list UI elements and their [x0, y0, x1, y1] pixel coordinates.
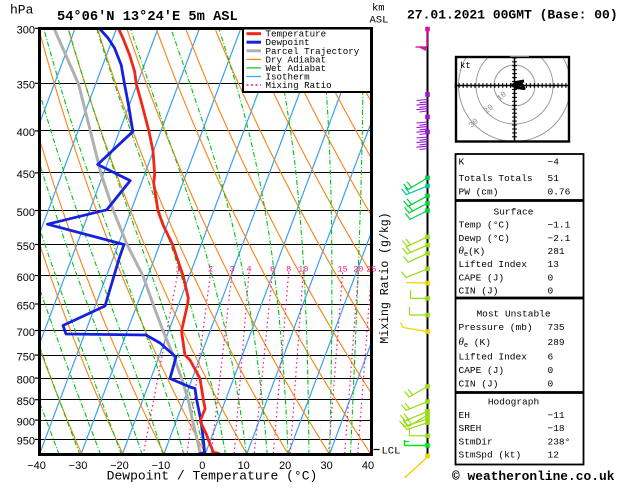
svg-text:−30: −30 [69, 460, 88, 472]
svg-text:0: 0 [548, 286, 554, 297]
svg-text:0.76: 0.76 [548, 187, 571, 198]
svg-text:−1.1: −1.1 [548, 220, 571, 231]
svg-text:CIN (J): CIN (J) [459, 286, 499, 297]
svg-text:Mixing Ratio: Mixing Ratio [266, 80, 332, 91]
svg-text:550: 550 [17, 241, 35, 253]
svg-text:400: 400 [17, 127, 35, 139]
svg-text:−20: −20 [110, 460, 129, 472]
svg-text:300: 300 [17, 25, 35, 37]
svg-text:kt: kt [460, 61, 471, 71]
svg-text:StmSpd (kt): StmSpd (kt) [459, 450, 522, 461]
svg-text:27.01.2021 00GMT (Base: 00): 27.01.2021 00GMT (Base: 00) [407, 8, 618, 23]
svg-text:238°: 238° [548, 436, 571, 447]
svg-text:950: 950 [17, 436, 35, 448]
svg-text:10: 10 [238, 460, 250, 472]
svg-text:CAPE (J): CAPE (J) [459, 365, 505, 376]
svg-text:0: 0 [548, 379, 554, 390]
svg-text:850: 850 [17, 396, 35, 408]
svg-text:Temperature: Temperature [266, 29, 327, 40]
svg-text:© weatheronline.co.uk: © weatheronline.co.uk [452, 469, 615, 484]
svg-text:54°06'N 13°24'E 5m ASL: 54°06'N 13°24'E 5m ASL [57, 10, 238, 25]
svg-text:600: 600 [17, 272, 35, 284]
svg-text:θe (K): θe (K) [459, 336, 491, 350]
svg-text:650: 650 [17, 300, 35, 312]
svg-text:−18: −18 [548, 423, 565, 434]
svg-text:3: 3 [230, 265, 235, 275]
svg-text:θe(K): θe(K) [459, 245, 486, 259]
svg-text:900: 900 [17, 416, 35, 428]
svg-text:K: K [459, 157, 465, 168]
svg-text:Pressure (mb): Pressure (mb) [459, 322, 533, 333]
svg-text:Most Unstable: Most Unstable [476, 308, 550, 319]
svg-text:ASL: ASL [370, 15, 389, 27]
svg-text:350: 350 [17, 80, 35, 92]
svg-text:0: 0 [199, 460, 205, 472]
svg-text:Dewp (°C): Dewp (°C) [459, 233, 510, 244]
svg-text:8: 8 [286, 265, 291, 275]
svg-text:Isotherm: Isotherm [266, 72, 311, 83]
svg-text:10: 10 [298, 265, 308, 275]
svg-text:0: 0 [548, 272, 554, 283]
svg-text:750: 750 [17, 351, 35, 363]
svg-text:1: 1 [175, 265, 180, 275]
svg-text:Lifted Index: Lifted Index [459, 259, 528, 270]
svg-text:4: 4 [246, 265, 251, 275]
svg-text:30: 30 [320, 460, 332, 472]
svg-text:−11: −11 [548, 410, 565, 421]
svg-text:CIN (J): CIN (J) [459, 379, 499, 390]
svg-text:Hodograph: Hodograph [488, 397, 539, 408]
svg-text:40: 40 [362, 460, 374, 472]
svg-text:CAPE (J): CAPE (J) [459, 272, 505, 283]
svg-text:20: 20 [353, 265, 363, 275]
svg-text:Temp (°C): Temp (°C) [459, 220, 510, 231]
svg-text:15: 15 [337, 265, 347, 275]
svg-text:281: 281 [548, 246, 565, 257]
svg-text:EH: EH [459, 410, 470, 421]
svg-text:Dewpoint: Dewpoint [266, 37, 310, 48]
svg-text:Mixing Ratio (g/kg): Mixing Ratio (g/kg) [379, 212, 392, 343]
svg-text:−40: −40 [27, 460, 46, 472]
svg-text:51: 51 [548, 173, 560, 184]
svg-text:6: 6 [270, 265, 275, 275]
svg-text:20: 20 [279, 460, 291, 472]
svg-text:−10: −10 [152, 460, 171, 472]
svg-text:25: 25 [366, 265, 376, 275]
svg-text:SREH: SREH [459, 423, 482, 434]
svg-text:700: 700 [17, 327, 35, 339]
svg-text:Lifted Index: Lifted Index [459, 352, 528, 363]
svg-text:−2.1: −2.1 [548, 233, 571, 244]
svg-text:12: 12 [548, 450, 560, 461]
svg-text:km: km [372, 3, 385, 15]
svg-text:hPa: hPa [10, 3, 34, 18]
svg-text:StmDir: StmDir [459, 436, 493, 447]
svg-text:13: 13 [548, 259, 560, 270]
svg-text:500: 500 [17, 207, 35, 219]
svg-text:2: 2 [208, 265, 213, 275]
svg-text:Dry Adiabat: Dry Adiabat [266, 54, 327, 65]
svg-text:6: 6 [548, 352, 554, 363]
svg-text:800: 800 [17, 374, 35, 386]
svg-text:LCL: LCL [382, 446, 401, 458]
svg-text:0: 0 [548, 365, 554, 376]
svg-text:PW (cm): PW (cm) [459, 187, 499, 198]
svg-text:Dewpoint / Temperature (°C): Dewpoint / Temperature (°C) [107, 469, 318, 484]
svg-text:Parcel Trajectory: Parcel Trajectory [266, 46, 360, 57]
svg-text:450: 450 [17, 169, 35, 181]
svg-text:Wet Adiabat: Wet Adiabat [266, 63, 327, 74]
svg-text:289: 289 [548, 337, 565, 348]
svg-text:735: 735 [548, 322, 565, 333]
svg-text:Surface: Surface [494, 207, 534, 218]
svg-text:Totals Totals: Totals Totals [459, 173, 533, 184]
svg-text:−4: −4 [548, 157, 560, 168]
